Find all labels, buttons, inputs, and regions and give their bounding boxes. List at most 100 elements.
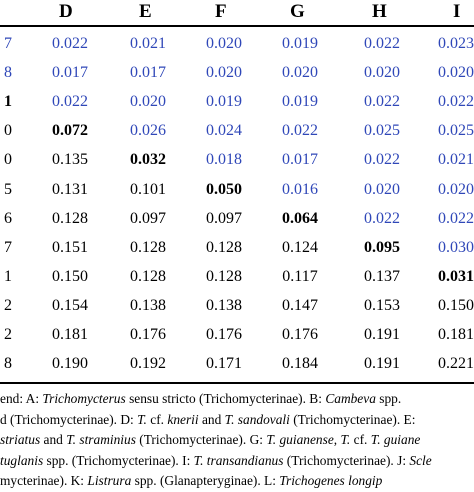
table-cell: 0.020 — [206, 64, 242, 82]
table-cell: 0.016 — [282, 180, 318, 198]
table-cell: 0.019 — [282, 93, 318, 111]
table-bottom-rule — [0, 382, 474, 384]
legend-segment: cf. — [350, 432, 371, 447]
legend-segment: Listrura — [87, 473, 132, 488]
table-cell: 0.020 — [282, 64, 318, 82]
table-cell: 0.192 — [130, 355, 166, 373]
table-cell: 0.128 — [130, 238, 166, 256]
row-label: 5 — [4, 180, 12, 198]
table-cell: 0.117 — [282, 267, 318, 285]
legend-segment: T. straminius — [66, 432, 136, 447]
row-label: 0 — [4, 122, 12, 140]
legend-segment: Trichomycterus — [42, 391, 126, 406]
table-cell: 0.017 — [282, 151, 318, 169]
row-label: 7 — [4, 238, 12, 256]
table-cell: 0.020 — [438, 64, 474, 82]
table-cell: 0.072 — [52, 122, 88, 140]
legend-segment: and — [198, 411, 225, 427]
table-row: 1 0.150 0.128 0.128 0.117 0.137 0.031 — [0, 267, 474, 296]
table-cell: 0.176 — [206, 326, 242, 343]
table-cell: 0.025 — [438, 122, 474, 140]
table-cell: 0.150 — [52, 267, 88, 285]
table-cell: 0.128 — [130, 267, 166, 285]
row-label: 8 — [4, 355, 12, 373]
legend-segment: Scle — [409, 452, 432, 468]
row-label: 7 — [4, 35, 12, 52]
table-row: 7 0.022 0.021 0.020 0.019 0.022 0.023 — [0, 34, 474, 63]
table-cell: 0.150 — [438, 296, 474, 314]
table-row: 0 0.135 0.032 0.018 0.017 0.022 0.021 — [0, 150, 474, 179]
table-cell: 0.135 — [52, 151, 88, 169]
table-cell: 0.032 — [130, 151, 166, 169]
table-row: 5 0.131 0.101 0.050 0.016 0.020 0.020 — [0, 180, 474, 209]
row-label: 6 — [4, 209, 12, 227]
table-row: 2 0.181 0.176 0.176 0.176 0.191 0.181 — [0, 325, 474, 354]
table-cell: 0.137 — [364, 267, 400, 285]
table-cell: 0.138 — [206, 296, 242, 314]
table-cell: 0.190 — [52, 355, 88, 373]
table-cell: 0.022 — [52, 93, 88, 111]
table-cell: 0.097 — [130, 209, 166, 227]
header-h: H — [372, 1, 387, 22]
row-label: 8 — [4, 64, 12, 82]
legend-segment: T. — [340, 432, 351, 447]
table-cell: 0.128 — [52, 209, 88, 227]
table-cell: 0.022 — [438, 209, 474, 227]
table-row: 8 0.017 0.017 0.020 0.020 0.020 0.020 — [0, 63, 474, 92]
table-cell: 0.095 — [364, 238, 400, 256]
header-d: D — [59, 1, 73, 22]
legend-segment: tuglanis — [0, 452, 44, 468]
legend-segment: T. — [137, 411, 147, 427]
table-cell: 0.181 — [52, 326, 88, 343]
table-cell: 0.021 — [130, 35, 166, 52]
table-cell: 0.221 — [438, 355, 474, 373]
table-cell: 0.019 — [206, 93, 242, 111]
legend-segment: end: A: — [0, 391, 43, 406]
table-cell: 0.151 — [52, 238, 88, 256]
table-cell: 0.020 — [206, 35, 242, 52]
header-e: E — [139, 1, 152, 22]
table-cell: 0.025 — [364, 122, 400, 140]
table-cell: 0.026 — [130, 122, 166, 140]
table-cell: 0.020 — [130, 93, 166, 111]
legend-line-4: tuglanis spp. (Trichomycterinae). I: T. … — [0, 451, 474, 472]
legend-segment: , — [333, 432, 341, 447]
table-cell: 0.024 — [206, 122, 242, 140]
table-cell: 0.022 — [364, 151, 400, 169]
table-cell: 0.128 — [206, 267, 242, 285]
table-cell: 0.020 — [364, 180, 400, 198]
table-cell: 0.147 — [282, 296, 318, 314]
table-cell: 0.020 — [364, 64, 400, 82]
table-cell: 0.022 — [364, 93, 400, 111]
legend-segment: T. guiane — [370, 432, 421, 447]
table-row: 2 0.154 0.138 0.138 0.147 0.153 0.150 — [0, 296, 474, 325]
header-i: I — [453, 1, 461, 22]
table-cell: 0.023 — [438, 35, 474, 52]
table-cell: 0.064 — [282, 209, 318, 227]
legend-segment: (Trichomycterinae). G: — [135, 432, 267, 447]
table-row: 8 0.190 0.192 0.171 0.184 0.191 0.221 — [0, 354, 474, 383]
table-row: 7 0.151 0.128 0.128 0.124 0.095 0.030 — [0, 238, 474, 267]
legend-segment: sensu stricto (Trichomycterinae). B: — [125, 391, 326, 406]
table-cell: 0.191 — [364, 355, 400, 373]
legend-segment: and — [40, 432, 67, 447]
legend-segment: spp. — [375, 391, 402, 406]
table-cell: 0.128 — [206, 238, 242, 256]
table-cell: 0.022 — [364, 35, 400, 52]
table-cell: 0.097 — [206, 209, 242, 227]
row-label: 0 — [4, 151, 12, 169]
row-label: 1 — [4, 93, 12, 111]
legend-segment: cf. — [146, 411, 168, 427]
table-cell: 0.191 — [364, 326, 400, 343]
table-cell: 0.154 — [52, 296, 88, 314]
table-cell: 0.022 — [282, 122, 318, 140]
table-cell: 0.124 — [282, 238, 318, 256]
table-cell: 0.030 — [438, 238, 474, 256]
legend-segment: T. guianense — [266, 432, 334, 447]
legend-segment: (Trichomycterinae). J: — [283, 452, 410, 468]
legend-segment: T. sandovali — [224, 411, 290, 427]
legend-segment: d (Trichomycterinae). D: — [0, 411, 138, 427]
table-cell: 0.101 — [130, 180, 166, 198]
table-cell: 0.171 — [206, 355, 242, 373]
table-cell: 0.017 — [130, 64, 166, 82]
